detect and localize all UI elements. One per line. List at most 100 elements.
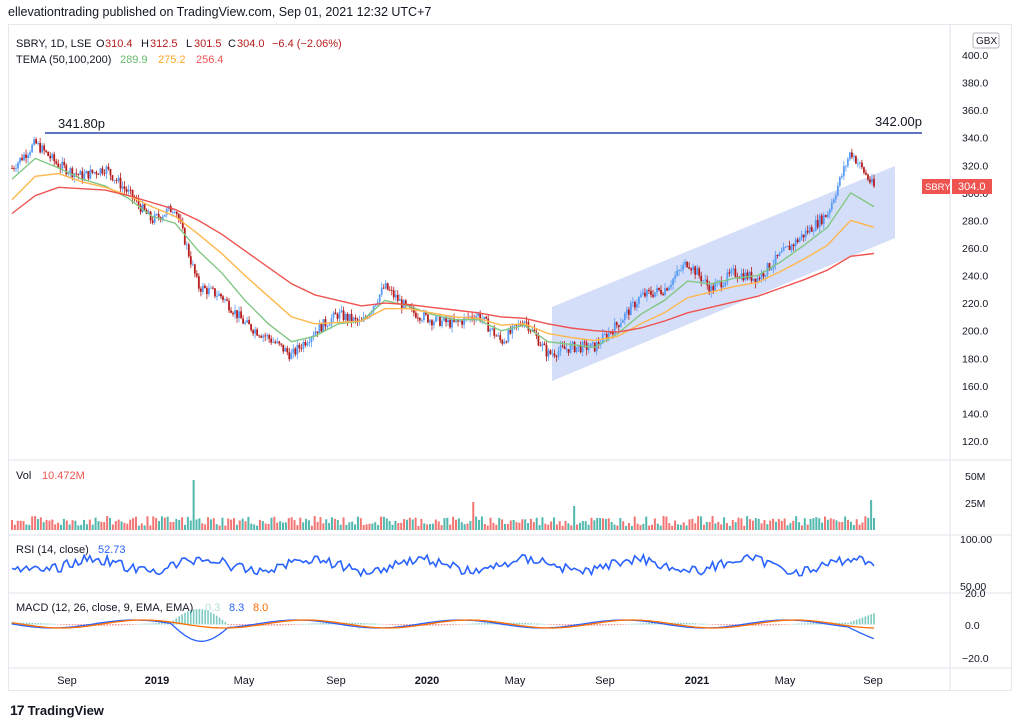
candle-body	[127, 189, 130, 192]
volume-bar	[204, 524, 207, 530]
currency-badge[interactable]	[972, 32, 1000, 49]
publish-info: ellevationtrading published on TradingVi…	[8, 5, 432, 19]
volume-bar	[596, 517, 599, 530]
macd-hist-bar	[481, 623, 483, 625]
macd-hist-bar	[478, 623, 480, 625]
macd-hist-bar	[492, 622, 495, 625]
macd-hist-bar	[187, 611, 189, 625]
time-tick: Sep	[326, 675, 346, 687]
candle-body	[220, 293, 222, 297]
time-tick: 2021	[685, 675, 709, 687]
volume-bar	[449, 524, 452, 530]
candle-body	[579, 345, 582, 353]
tema50-value: 289.9	[120, 54, 148, 66]
candle-body	[605, 334, 608, 339]
macd-hist-bar	[68, 624, 71, 626]
macd-hist-bar	[276, 624, 279, 626]
volume-bar	[475, 516, 478, 530]
macd-hist-bar	[238, 624, 241, 626]
rsi-line	[11, 552, 875, 578]
volume-bar	[518, 522, 521, 530]
macd-hist-bar	[348, 622, 351, 625]
macd-hist-bar	[311, 623, 313, 625]
volume-bar	[339, 524, 342, 530]
legend-symbol: SBRY, 1D, LSE	[16, 38, 91, 50]
macd-hist-bar	[610, 624, 613, 626]
candle-body	[621, 320, 624, 323]
macd-hist-bar	[553, 624, 555, 625]
volume-bar	[676, 524, 679, 530]
candle-body	[208, 288, 210, 295]
candle-body	[828, 209, 831, 214]
macd-hist-bar	[763, 624, 766, 626]
volume-bar	[705, 521, 708, 530]
candle-body	[147, 211, 150, 215]
candle-body	[276, 341, 279, 343]
volume-bar	[766, 524, 769, 530]
candle-body	[670, 284, 672, 288]
price-tick: 320.0	[962, 160, 988, 172]
tradingview-footer[interactable]: 17 TradingView	[10, 702, 104, 718]
tradingview-brand: TradingView	[27, 702, 104, 718]
macd-tick: −20.0	[962, 653, 989, 665]
volume-bar	[423, 523, 426, 530]
macd-hist-bar	[446, 624, 449, 626]
volume-bar	[780, 520, 783, 530]
volume-bar	[668, 523, 671, 530]
candle-body	[161, 216, 164, 220]
candle-body	[214, 288, 216, 297]
volume-bar	[535, 517, 538, 530]
candle-body	[11, 168, 13, 169]
volume-bar	[711, 516, 714, 530]
macd-hist-bar	[556, 624, 558, 626]
candle-body	[236, 310, 238, 319]
volume-bar	[160, 516, 163, 530]
volume-bar	[593, 520, 596, 530]
volume-bar	[492, 522, 495, 530]
candle-body	[348, 313, 351, 321]
candle-body	[13, 168, 15, 169]
candle-body	[41, 145, 44, 153]
macd-hist-bar	[625, 624, 627, 625]
tema200-value: 256.4	[196, 54, 224, 66]
candle-body	[43, 145, 46, 151]
candle-body	[326, 325, 329, 327]
macd-hist-bar	[651, 622, 653, 625]
candle-body	[631, 301, 634, 303]
macd-hist-bar	[351, 622, 353, 625]
volume-bar	[380, 516, 383, 530]
macd-hist-bar	[282, 624, 284, 626]
parallel-channel[interactable]	[552, 166, 895, 381]
volume-bar	[273, 516, 276, 530]
volume-bar	[348, 522, 351, 530]
candle-body	[165, 208, 168, 215]
macd-hist-bar	[674, 622, 676, 625]
candle-body	[346, 313, 349, 321]
candle-body	[861, 162, 863, 168]
candle-body	[658, 287, 660, 290]
volume-bar	[864, 516, 867, 530]
macd-hist-bar	[844, 622, 846, 625]
candle-body	[39, 142, 42, 153]
macd-hist-bar	[40, 623, 42, 625]
macd-hist-bar	[178, 616, 181, 625]
volume-bar	[302, 522, 305, 530]
macd-hist-bar	[360, 622, 362, 625]
candle-body	[748, 271, 751, 279]
candle-body	[143, 204, 146, 210]
candle-body	[137, 199, 140, 206]
volume-bar	[740, 518, 743, 530]
volume-bar	[331, 517, 334, 530]
macd-hist-bar	[838, 622, 841, 625]
macd-hist-bar	[383, 624, 385, 625]
candle-body	[398, 299, 401, 301]
volume-bar	[659, 525, 662, 530]
volume-bar	[616, 525, 619, 530]
candle-body	[581, 341, 584, 353]
volume-bar	[786, 525, 789, 530]
macd-hist-bar	[806, 623, 809, 625]
candle-body	[838, 177, 841, 186]
macd-hist-bar	[365, 623, 368, 625]
macd-hist-bar	[757, 624, 760, 626]
